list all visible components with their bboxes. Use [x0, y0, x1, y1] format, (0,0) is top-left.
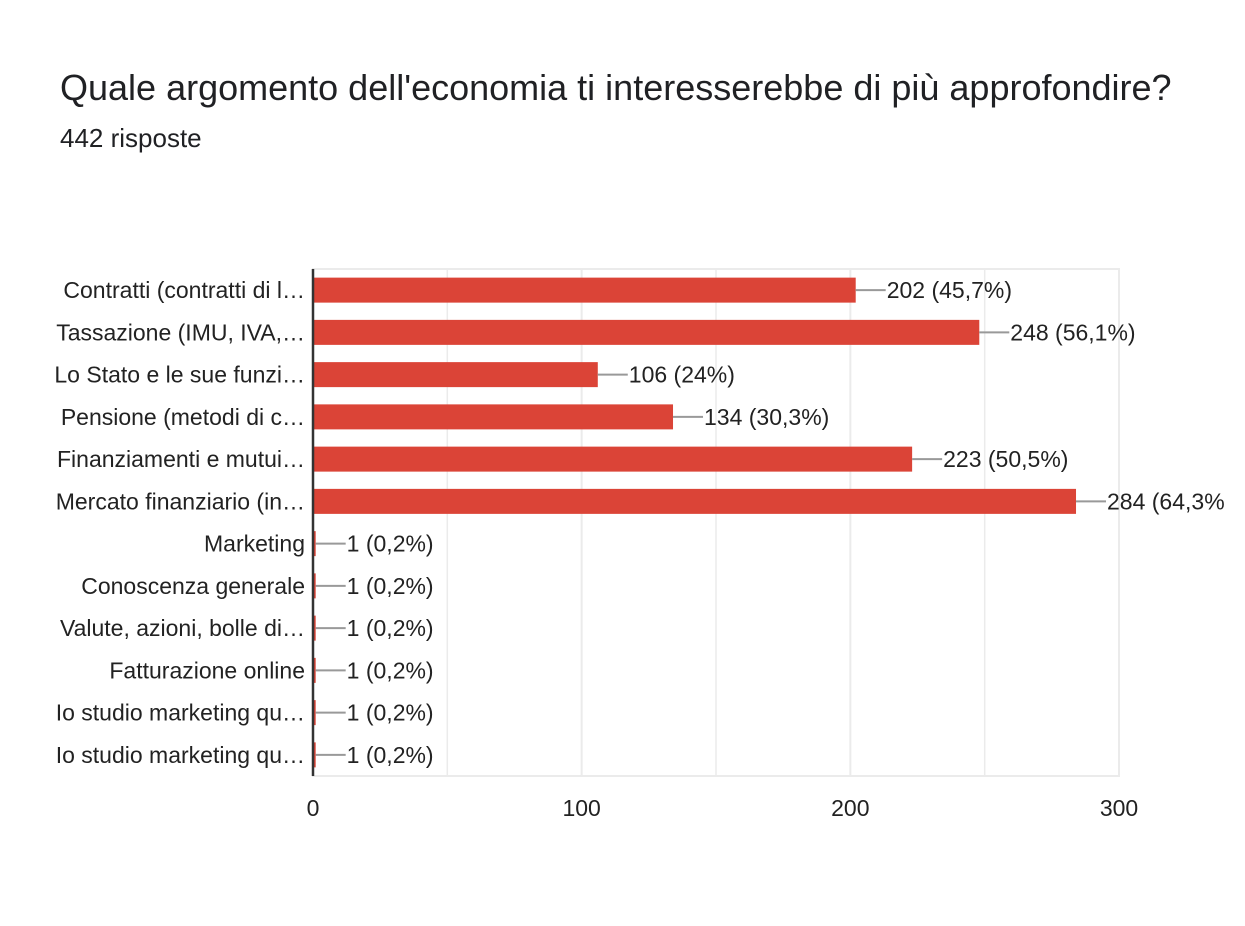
- bar: [313, 657, 316, 683]
- chart-header: Quale argomento dell'economia ti interes…: [60, 58, 1180, 154]
- value-label: 106 (24%): [629, 362, 735, 388]
- category-label: Mercato finanziario (in…: [56, 488, 305, 514]
- value-label: 1 (0,2%): [347, 573, 434, 599]
- value-label: 1 (0,2%): [347, 742, 434, 768]
- bar: [313, 488, 1077, 514]
- chart-title: Quale argomento dell'economia ti interes…: [60, 67, 1172, 108]
- category-label: Valute, azioni, bolle di…: [60, 615, 305, 641]
- value-label: 1 (0,2%): [347, 531, 434, 557]
- category-label: Pensione (metodi di c…: [61, 404, 305, 430]
- value-label: 1 (0,2%): [347, 615, 434, 641]
- x-tick-label: 200: [831, 795, 869, 821]
- value-label: 1 (0,2%): [347, 700, 434, 726]
- category-label: Io studio marketing qu…: [56, 742, 305, 768]
- category-label: Marketing: [204, 531, 305, 557]
- value-label: 248 (56,1%): [1010, 319, 1135, 345]
- category-label: Contratti (contratti di l…: [63, 277, 305, 303]
- category-label: Tassazione (IMU, IVA,…: [56, 319, 305, 345]
- response-count: 442 risposte: [60, 123, 202, 153]
- category-label: Fatturazione online: [109, 657, 305, 683]
- category-label: Io studio marketing qu…: [56, 700, 305, 726]
- value-label: 134 (30,3%): [704, 404, 829, 430]
- bar: [313, 742, 316, 768]
- bar: [313, 277, 856, 303]
- bar: [313, 700, 316, 726]
- x-tick-label: 300: [1100, 795, 1138, 821]
- bar: [313, 404, 674, 430]
- bar: [313, 531, 316, 557]
- category-label: Conoscenza generale: [81, 573, 305, 599]
- bar: [313, 446, 913, 472]
- value-label: 223 (50,5%): [943, 446, 1068, 472]
- x-tick-label: 0: [307, 795, 320, 821]
- bar: [313, 362, 598, 388]
- value-label: 1 (0,2%): [347, 657, 434, 683]
- x-tick-label: 100: [562, 795, 600, 821]
- bar: [313, 319, 980, 345]
- value-label: 202 (45,7%): [887, 277, 1012, 303]
- bar: [313, 615, 316, 641]
- category-label: Finanziamenti e mutui…: [57, 446, 305, 472]
- bar: [313, 573, 316, 599]
- value-label: 284 (64,3%: [1107, 488, 1225, 514]
- category-label: Lo Stato e le sue funzi…: [54, 362, 305, 388]
